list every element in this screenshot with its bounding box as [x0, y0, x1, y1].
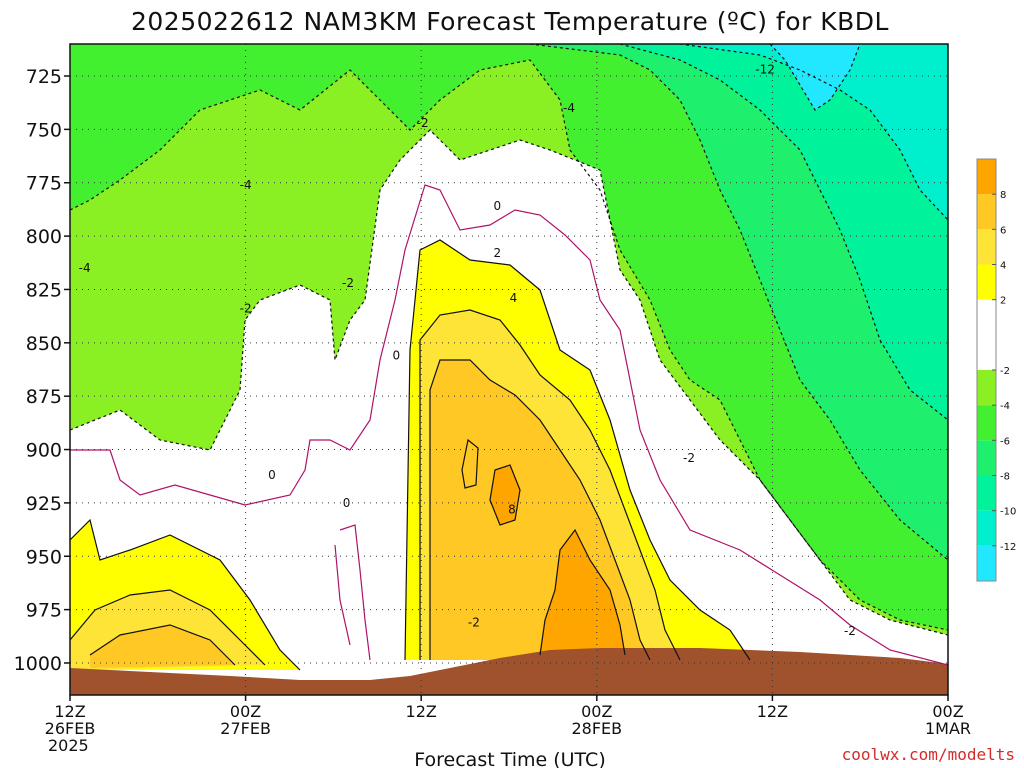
- band-minus-10-to-minus-8: [620, 44, 948, 420]
- y-tick-label: 900: [26, 440, 62, 462]
- colorbar-swatch: [977, 405, 996, 441]
- contour-0: [70, 184, 948, 666]
- y-tick-label: 750: [26, 119, 62, 141]
- contour-6: [89, 359, 651, 666]
- contour-label: -2: [683, 451, 695, 465]
- credit-text: coolwx.com/modelts: [842, 745, 1015, 764]
- x-tick-label-line1: 12Z: [406, 702, 437, 721]
- x-tick-label-line2: 27FEB: [220, 719, 271, 738]
- colorbar-tick-label: -2: [1000, 366, 1010, 377]
- contour-minus-8: [619, 44, 948, 421]
- y-tick-label: 800: [26, 226, 62, 248]
- grid-lines: [70, 44, 948, 695]
- contour-label: -2: [240, 302, 252, 316]
- colorbar-tick-label: -6: [1000, 436, 1010, 447]
- contour-label: -4: [240, 178, 252, 192]
- x-tick-label-line2: 1MAR: [925, 719, 971, 738]
- x-tick-label-line1: 12Z: [757, 702, 788, 721]
- contour-minus-10: [679, 44, 948, 221]
- colorbar-tick-label: 8: [1000, 190, 1006, 201]
- contour-label: 0: [393, 349, 401, 363]
- colorbar-tick-label: -8: [1000, 472, 1010, 483]
- colorbar-swatch: [977, 475, 996, 511]
- contour-label: -2: [844, 624, 856, 638]
- y-tick-label: 1000: [14, 653, 62, 675]
- y-tick-label: 775: [26, 173, 62, 195]
- contour-label: -4: [79, 261, 91, 275]
- contour-label: -2: [342, 276, 354, 290]
- contour-label: 0: [343, 496, 351, 510]
- contour-minus-6: [529, 44, 948, 561]
- terrain: [70, 648, 948, 695]
- y-tick-label: 925: [26, 493, 62, 515]
- contour-2: [70, 239, 751, 671]
- colorbar-tick-label: 2: [1000, 296, 1006, 307]
- y-tick-label: 725: [26, 66, 62, 88]
- x-tick-label-line1: 00Z: [230, 702, 261, 721]
- contour-label: -2: [417, 116, 429, 130]
- x-tick-label-line2: 28FEB: [571, 719, 622, 738]
- band-8-to-10: [490, 465, 625, 655]
- x-tick-label-line1: 00Z: [932, 702, 963, 721]
- colorbar-tick-label: -10: [1000, 507, 1016, 518]
- colorbar-tick-label: 6: [1000, 225, 1006, 236]
- contour-label: -4: [563, 101, 575, 115]
- plot-area: [70, 44, 948, 695]
- colorbar-swatch: [977, 370, 996, 406]
- contour-label: 0: [268, 468, 276, 482]
- colorbar-tick-label: 4: [1000, 261, 1006, 272]
- colorbar-swatch: [977, 545, 996, 581]
- x-tick-label-line3: 2025: [48, 736, 89, 755]
- colorbar: -12 -10 -8 -6 -4 -2 2 4 6 8: [976, 158, 1016, 582]
- band-6-to-8-left: [90, 625, 235, 668]
- y-tick-label: 875: [26, 386, 62, 408]
- colorbar-swatch: [977, 159, 996, 195]
- contour-lines: [70, 44, 948, 671]
- y-tick-label: 975: [26, 600, 62, 622]
- colorbar-swatch: [977, 264, 996, 300]
- colorbar-swatch: [977, 229, 996, 265]
- plot-frame: [69, 43, 949, 696]
- colorbar-tick-label: -12: [1000, 542, 1016, 553]
- colorbar-swatch: [977, 440, 996, 476]
- contour-label: 0: [493, 199, 501, 213]
- contour-8: [461, 438, 626, 656]
- y-tick-label: 950: [26, 546, 62, 568]
- y-tick-label: 825: [26, 279, 62, 301]
- y-tick-label: 850: [26, 333, 62, 355]
- chart-title: 2025022612 NAM3KM Forecast Temperature (…: [131, 7, 889, 36]
- y-axis-ticks: 725 750 775 800 825 850 875 900 925 950 975 1000: [14, 66, 70, 675]
- x-tick-label-line2: 26FEB: [45, 719, 96, 738]
- x-axis-label: Forecast Time (UTC): [414, 749, 605, 768]
- contour-minus-12: [769, 44, 861, 111]
- colorbar-swatch: [977, 194, 996, 230]
- contour-label: -12: [755, 63, 775, 77]
- contour-labels: -12 -4 -2 -4 -4 -2 -2 0 2 4 0 0 0 8 -2 -2 -2: [79, 63, 856, 638]
- contour-label: 2: [493, 246, 501, 260]
- colorbar-swatch: [977, 299, 996, 370]
- contour-label: 4: [510, 291, 518, 305]
- band-minus-12-to-minus-10: [680, 44, 948, 220]
- x-tick-label-line1: 00Z: [581, 702, 612, 721]
- contour-label: -2: [468, 615, 480, 629]
- colorbar-swatch: [977, 510, 996, 546]
- contour-label: 8: [508, 502, 516, 516]
- x-tick-label-line1: 12Z: [54, 702, 85, 721]
- colorbar-tick-label: -4: [1000, 401, 1010, 412]
- contour-0-pocket: [334, 524, 371, 661]
